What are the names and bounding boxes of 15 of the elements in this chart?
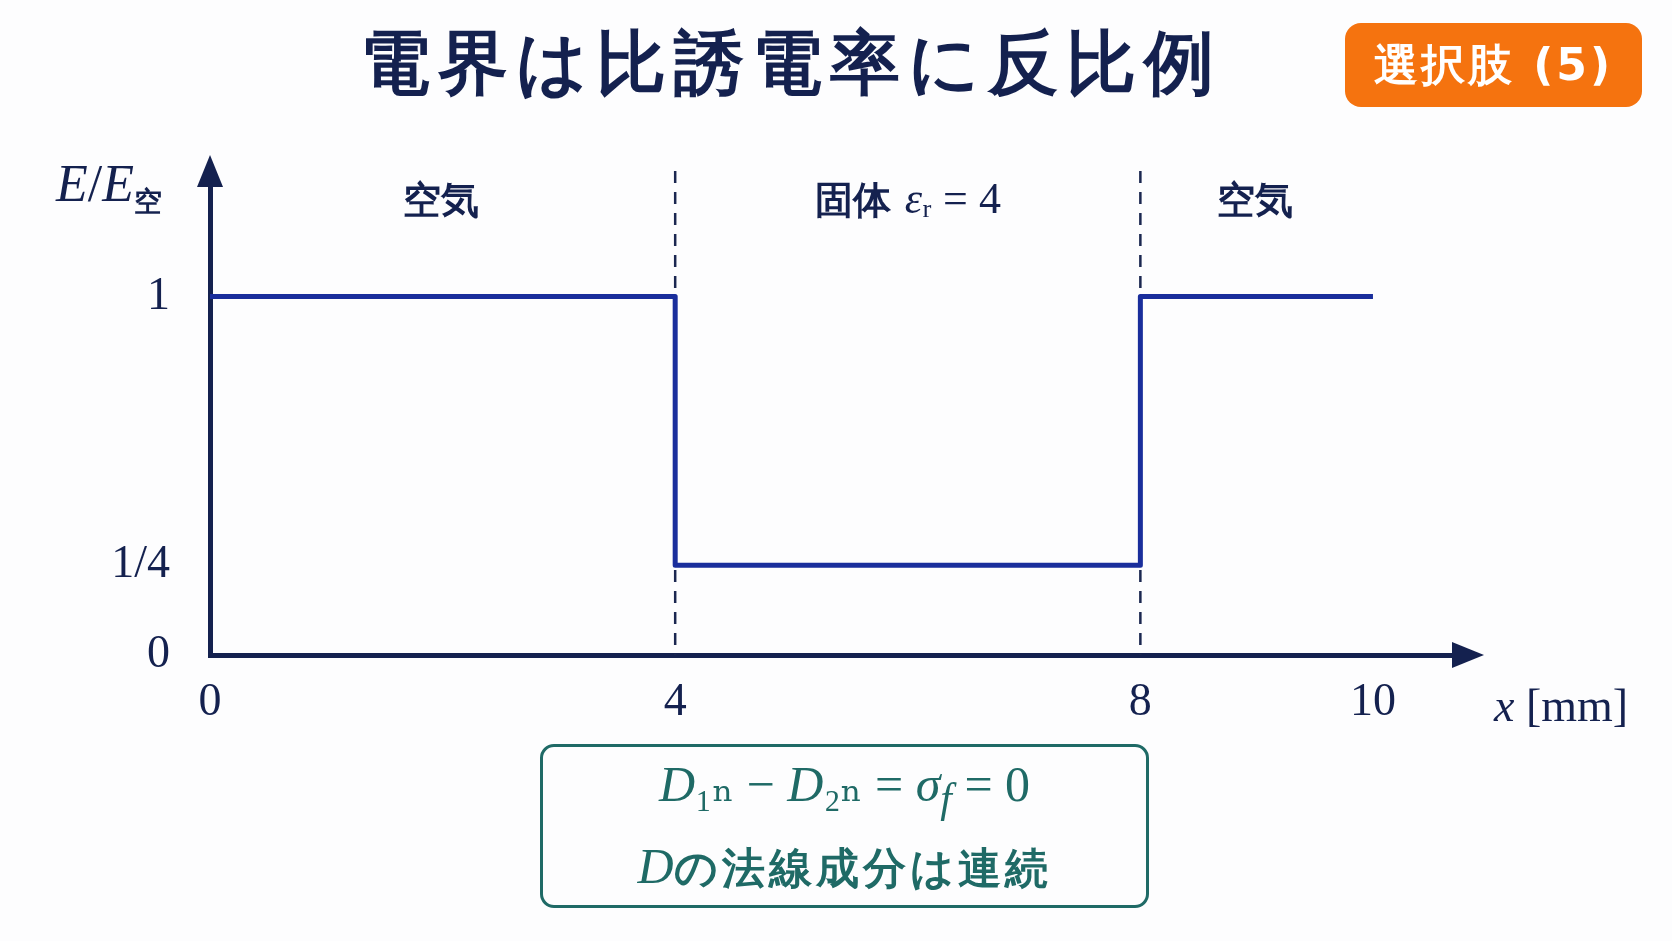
x-tick-label: 0 [198, 673, 222, 725]
y-tick-label: 0 [147, 626, 170, 678]
annotation: 空気 [403, 178, 480, 222]
text-box: D₁ₙ − D₂ₙ = σ$_{f}$ = 0 Dの法線成分は連続 [540, 744, 1149, 908]
chart-title: 電界は比誘電率に反比例 [360, 22, 1222, 104]
badge: 選択肢 (5) [1345, 23, 1642, 107]
y-tick-label: 1 [147, 267, 170, 319]
x-tick-label: 4 [663, 673, 687, 725]
x-tick-label: 10 [1349, 673, 1396, 725]
annotation: 固体 εᵣ = 4 [814, 174, 1001, 223]
x-axis-title: x [mm] [1493, 680, 1629, 731]
chart-subtitle: 選択肢 (5) [1373, 37, 1614, 92]
y-tick-label: 1/4 [111, 536, 170, 588]
x-tick-label: 8 [1128, 673, 1152, 725]
annotation: 空気 [1217, 178, 1294, 222]
